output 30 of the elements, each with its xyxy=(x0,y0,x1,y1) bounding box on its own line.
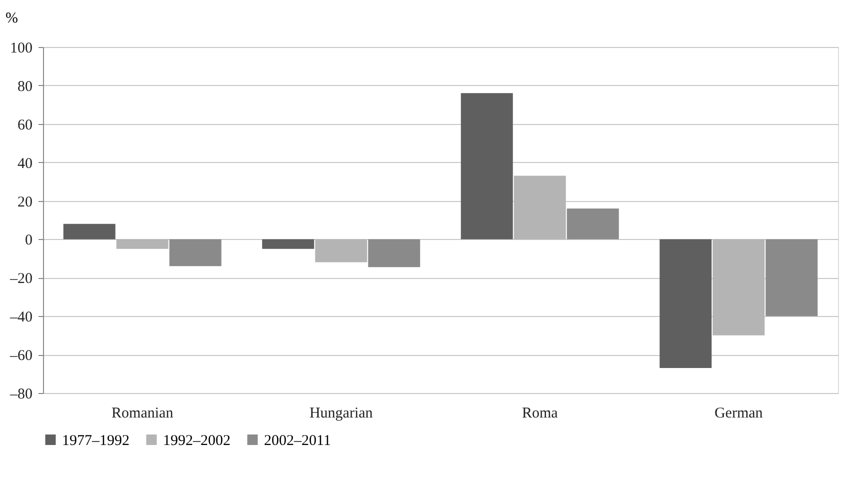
bar xyxy=(262,239,314,249)
bar xyxy=(660,239,712,368)
bar xyxy=(514,176,566,240)
y-tick-label: –60 xyxy=(9,348,32,364)
bar xyxy=(315,239,368,262)
y-tick-label: 80 xyxy=(18,78,32,95)
y-tick-label: –40 xyxy=(9,310,32,326)
y-tick-label: –80 xyxy=(9,386,32,402)
legend-label: 1992–2002 xyxy=(163,432,230,449)
legend-label: 1977–1992 xyxy=(62,432,130,449)
x-tick-label: Hungarian xyxy=(309,406,374,422)
y-tick-label: –20 xyxy=(9,271,32,288)
y-tick-label: 60 xyxy=(18,117,32,134)
bar xyxy=(460,93,513,240)
bar xyxy=(368,239,420,268)
x-tick-label: Romanian xyxy=(112,406,174,422)
bar xyxy=(169,239,222,266)
bar xyxy=(63,224,116,240)
y-axis-title: % xyxy=(6,10,18,26)
bar xyxy=(116,239,168,249)
y-tick-label: 40 xyxy=(18,156,32,172)
bar xyxy=(766,239,818,316)
legend-label: 2002–2011 xyxy=(264,432,331,449)
x-tick-label: German xyxy=(714,406,764,422)
y-tick-label: 20 xyxy=(18,194,32,210)
bar xyxy=(712,239,765,336)
y-tick-label: 0 xyxy=(25,232,32,249)
bar xyxy=(566,208,619,240)
y-tick-label: 100 xyxy=(10,40,32,56)
x-tick-label: Roma xyxy=(522,406,558,422)
